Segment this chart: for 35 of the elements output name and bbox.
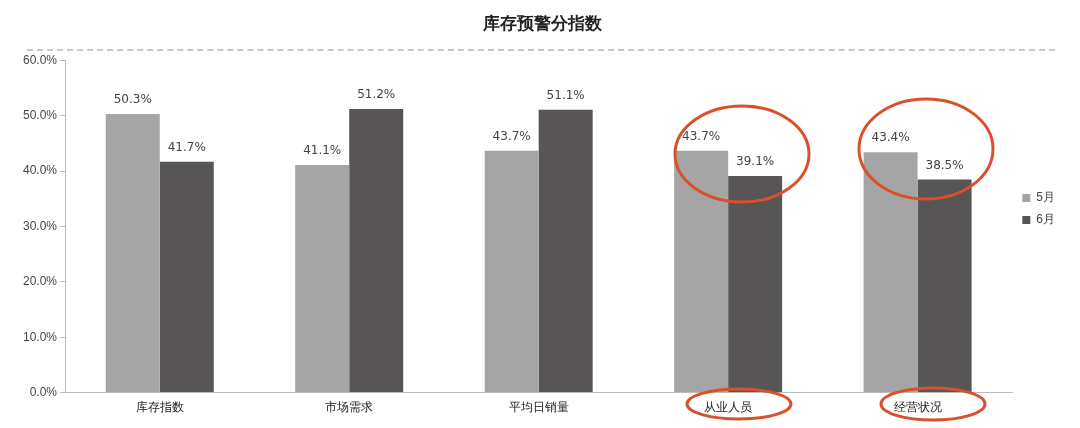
bar [917,179,972,393]
data-label: 41.7% [167,139,206,154]
bar [863,152,918,393]
legend-label: 6月 [1036,212,1056,227]
bar [728,176,783,393]
x-tick-label: 市场需求 [325,400,374,415]
y-tick-label: 50.0% [22,108,58,123]
y-tick-label: 20.0% [22,274,58,289]
x-tick-label: 库存指数 [135,400,184,415]
chart-title: 库存预警分指数 [482,12,603,33]
data-label: 51.1% [546,87,585,102]
data-label: 38.5% [925,157,964,172]
y-tick-label: 40.0% [22,163,58,178]
x-tick-label: 平均日销量 [508,400,569,415]
data-label: 43.7% [682,128,721,143]
bar [295,165,350,393]
y-tick-label: 0.0% [29,384,58,399]
bar [105,114,160,393]
data-label: 50.3% [113,92,152,107]
data-label: 41.1% [303,143,342,158]
data-label: 43.4% [871,130,910,145]
bar [538,109,593,393]
y-tick-label: 10.0% [22,329,58,344]
x-tick-label: 经营状况 [893,400,942,415]
bar [349,109,404,393]
bar [674,150,729,393]
data-label: 39.1% [736,154,775,169]
data-label: 51.2% [357,87,396,102]
x-tick-label: 从业人员 [704,400,753,415]
bar [484,150,539,393]
bar [159,161,214,393]
data-label: 43.7% [492,128,531,143]
y-tick-label: 60.0% [22,52,58,67]
y-tick-label: 30.0% [22,218,58,233]
legend-label: 5月 [1036,190,1056,205]
